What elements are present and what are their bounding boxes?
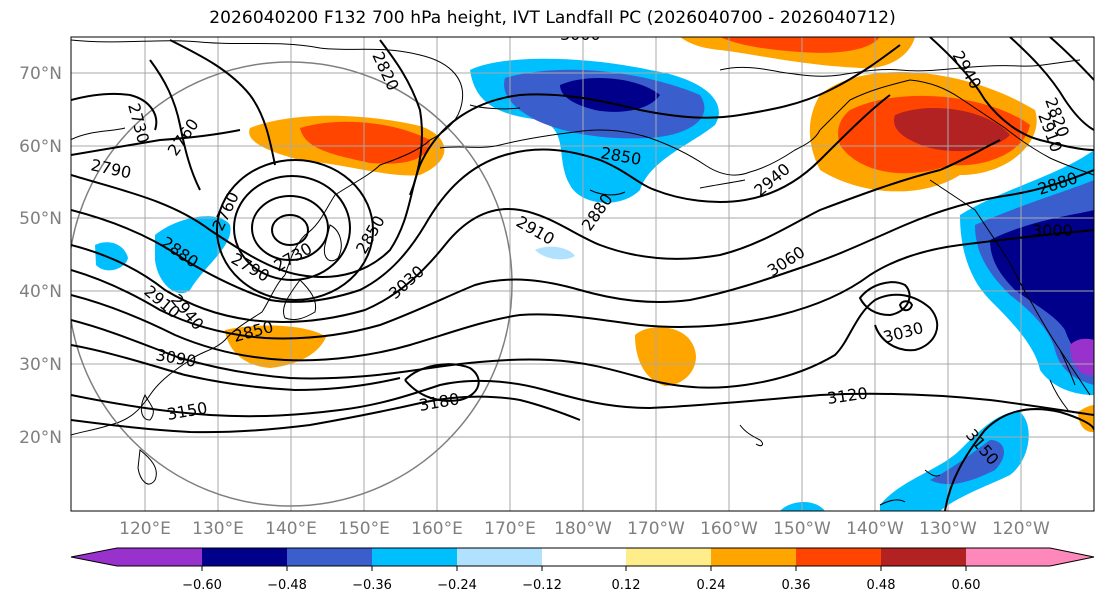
map-border	[70, 36, 1095, 512]
colorbar-segment	[542, 548, 626, 566]
lon-label: 140°E	[265, 519, 317, 539]
colorbar-tick-label: −0.48	[267, 578, 307, 593]
lat-label: 20°N	[19, 428, 62, 448]
longitude-labels: 120°E 130°E 140°E 150°E 160°E 170°E 180°…	[119, 519, 1050, 539]
colorbar-segment	[881, 548, 966, 566]
ivt-positive-region-central	[635, 327, 696, 386]
lon-label: 150°W	[773, 519, 831, 539]
colorbar-tick-label: −0.24	[437, 578, 477, 593]
ivt-negative-region-central	[535, 246, 575, 260]
map-title: 2026040200 F132 700 hPa height, IVT Land…	[209, 8, 896, 28]
lat-label: 60°N	[19, 137, 62, 157]
lon-label: 130°W	[919, 519, 977, 539]
colorbar-segment	[202, 548, 287, 566]
colorbar-tick-label: −0.36	[352, 578, 392, 593]
ivt-negative-region-south	[780, 411, 1029, 511]
lon-label: 170°W	[627, 519, 685, 539]
ivt-negative-min-east	[1070, 338, 1094, 376]
lon-label: 140°W	[846, 519, 904, 539]
lon-label: 160°W	[700, 519, 758, 539]
colorbar-segment	[626, 548, 711, 566]
contour-label: 3000	[1032, 221, 1073, 240]
lat-label: 30°N	[19, 355, 62, 375]
ivt-positive-peak-east	[894, 107, 1010, 152]
colorbar-segment	[796, 548, 881, 566]
colorbar-segment	[457, 548, 542, 566]
colorbar-segment	[287, 548, 372, 566]
colorbar-outline	[70, 547, 1095, 567]
contour-label: 3000	[560, 25, 601, 44]
colorbar-tick-label: 0.60	[952, 578, 981, 593]
latitude-labels: 70°N 60°N 50°N 40°N 30°N 20°N	[19, 64, 62, 448]
colorbar-tick-label: 0.24	[697, 578, 726, 593]
colorbar-tick-label: −0.60	[182, 578, 222, 593]
colorbar-segment	[71, 548, 117, 566]
lat-label: 40°N	[19, 282, 62, 302]
ivt-shading	[95, 37, 1094, 511]
lon-label: 160°E	[411, 519, 463, 539]
colorbar: −0.60 −0.48 −0.36 −0.24 −0.12 0.12 0.24 …	[70, 547, 1095, 593]
ivt-negative-peak-east	[990, 210, 1094, 370]
colorbar-segment	[372, 548, 457, 566]
ivt-negative-peak-north	[560, 77, 660, 112]
colorbar-segment	[117, 548, 202, 566]
ivt-positive-core-north	[720, 37, 880, 53]
colorbar-segment	[711, 548, 796, 566]
lon-label: 150°E	[338, 519, 390, 539]
colorbar-tick-label: −0.12	[522, 578, 562, 593]
ivt-negative-core-south	[930, 440, 1005, 485]
colorbar-tick-label: 0.12	[612, 578, 641, 593]
lat-label: 70°N	[19, 64, 62, 84]
lon-label: 120°E	[119, 519, 171, 539]
lat-label: 50°N	[19, 209, 62, 229]
lon-label: 170°E	[484, 519, 536, 539]
lon-label: 120°W	[992, 519, 1050, 539]
lon-label: 130°E	[192, 519, 244, 539]
colorbar-segment	[966, 548, 1050, 566]
lon-label: 180°W	[554, 519, 612, 539]
colorbar-tick-label: 0.48	[867, 578, 896, 593]
colorbar-segment	[1050, 548, 1094, 566]
height-contours	[71, 37, 1094, 511]
colorbar-tick-label: 0.36	[782, 578, 811, 593]
ivt-negative-region-west	[95, 216, 231, 294]
range-ring	[71, 61, 513, 507]
ivt-positive-core-west	[300, 121, 430, 164]
